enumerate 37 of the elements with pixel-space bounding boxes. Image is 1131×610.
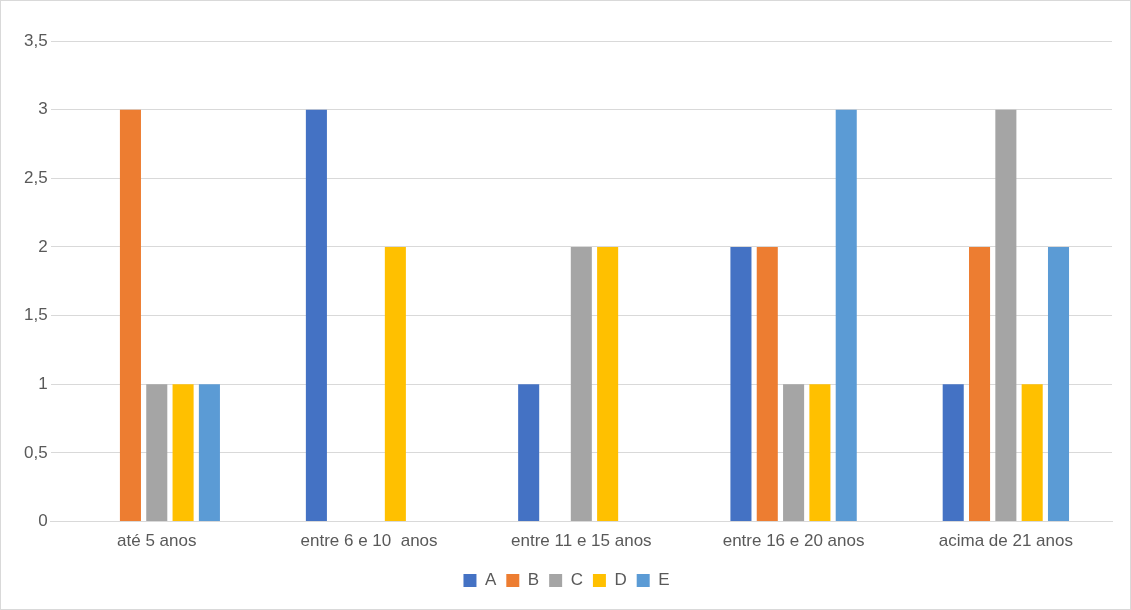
bar bbox=[570, 246, 592, 522]
x-tick-label: até 5 anos bbox=[117, 531, 197, 551]
x-tick-label: entre 11 e 15 anos bbox=[511, 531, 652, 551]
bar bbox=[146, 384, 168, 522]
bar bbox=[172, 384, 194, 522]
bar bbox=[305, 109, 327, 522]
bar bbox=[384, 246, 406, 522]
bar bbox=[198, 384, 220, 522]
bar bbox=[835, 109, 857, 522]
y-tick-label: 1 bbox=[38, 373, 48, 393]
legend-label: E bbox=[658, 570, 670, 590]
x-tick-label: acima de 21 anos bbox=[938, 531, 1073, 551]
bar bbox=[783, 384, 805, 522]
legend-label: A bbox=[484, 570, 497, 590]
bar bbox=[1047, 246, 1070, 522]
bar bbox=[518, 384, 540, 522]
bar bbox=[995, 109, 1017, 522]
y-tick-label: 1,5 bbox=[23, 305, 48, 325]
legend-label: C bbox=[570, 570, 583, 590]
y-tick-label: 2 bbox=[38, 236, 48, 256]
bar bbox=[597, 246, 619, 522]
bar bbox=[969, 246, 991, 522]
y-tick-label: 0 bbox=[38, 511, 48, 531]
y-tick-label: 3,5 bbox=[23, 30, 48, 50]
x-tick-label: entre 6 e 10 anos bbox=[300, 531, 438, 551]
y-tick-label: 0,5 bbox=[23, 442, 48, 462]
bar bbox=[942, 384, 964, 522]
legend-label: B bbox=[527, 570, 540, 590]
bar bbox=[809, 384, 831, 522]
bar bbox=[756, 246, 778, 522]
bar bbox=[730, 246, 752, 522]
x-tick-label: entre 16 e 20 anos bbox=[722, 531, 865, 551]
bar bbox=[1021, 384, 1043, 522]
bar bbox=[119, 109, 141, 522]
y-tick-label: 2,5 bbox=[23, 168, 48, 187]
legend-label: D bbox=[614, 570, 627, 590]
y-tick-label: 3 bbox=[38, 99, 48, 119]
